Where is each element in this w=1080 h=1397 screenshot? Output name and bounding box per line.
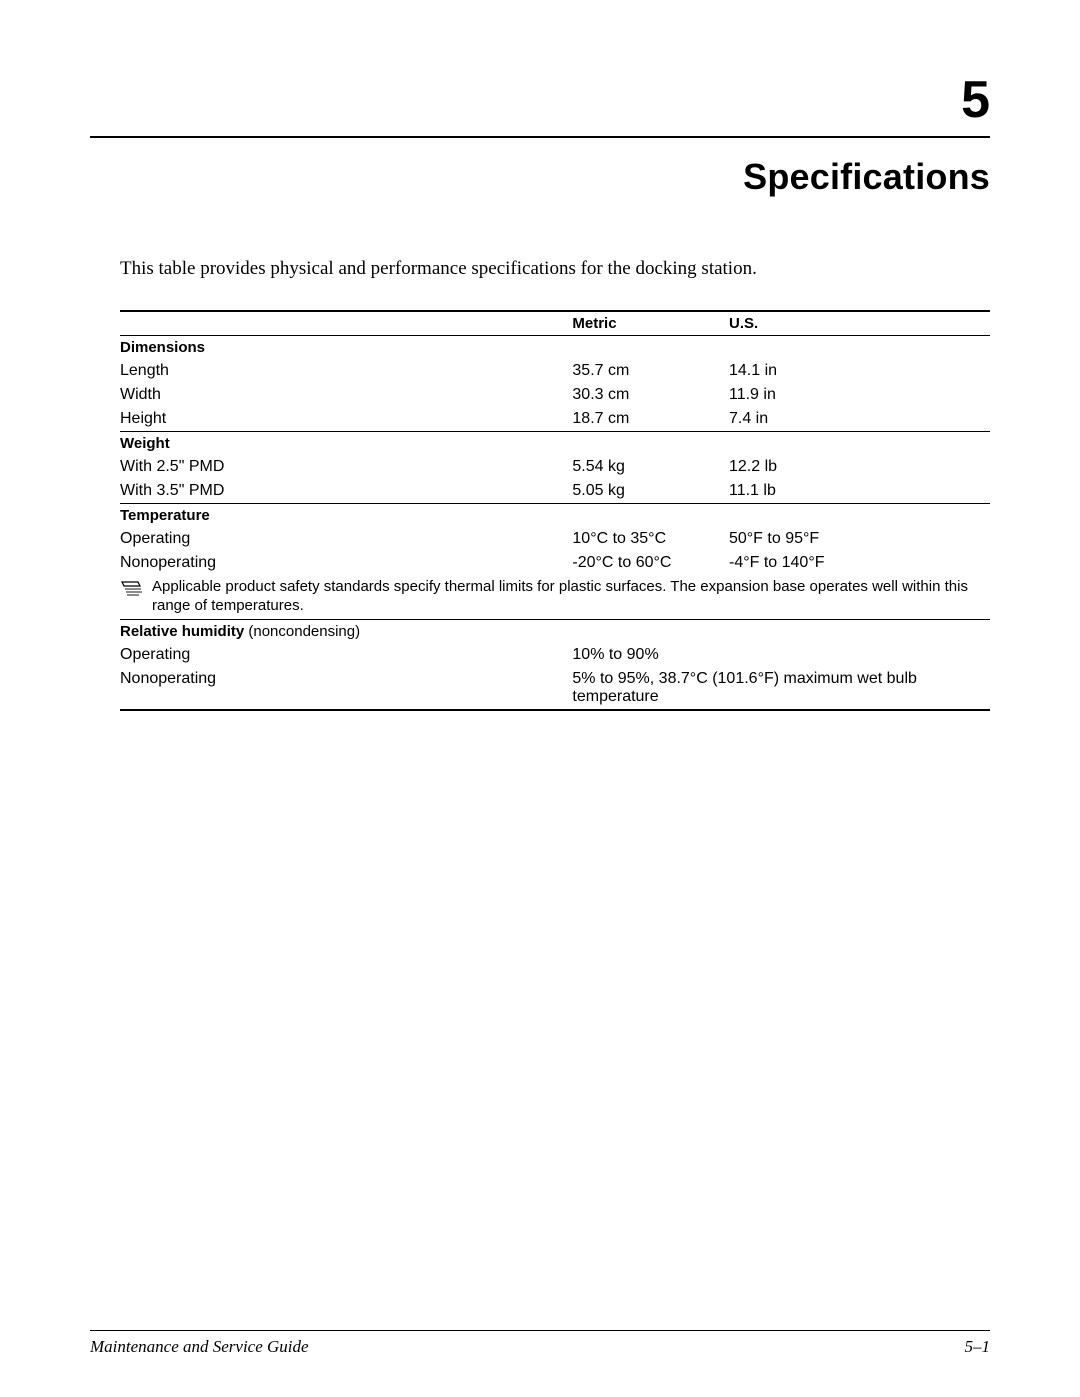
- footer-rule: [90, 1330, 990, 1331]
- width-label: Width: [120, 383, 572, 407]
- table-row: Operating 10% to 90%: [120, 643, 990, 667]
- dimensions-label: Dimensions: [120, 336, 572, 360]
- table-row: Nonoperating 5% to 95%, 38.7°C (101.6°F)…: [120, 667, 990, 710]
- page: 5 Specifications This table provides phy…: [0, 0, 1080, 1397]
- col-metric: Metric: [572, 311, 729, 336]
- width-us: 11.9 in: [729, 383, 990, 407]
- temperature-label: Temperature: [120, 504, 572, 528]
- spec-table: Metric U.S. Dimensions Length 35.7 cm 14…: [120, 310, 990, 717]
- table-row: Dimensions: [120, 336, 990, 360]
- temp-nop-metric: -20°C to 60°C: [572, 551, 729, 575]
- footer: Maintenance and Service Guide 5–1: [90, 1330, 990, 1357]
- temp-op-label: Operating: [120, 527, 572, 551]
- table-row: With 3.5" PMD 5.05 kg 11.1 lb: [120, 479, 990, 504]
- pmd25-us: 12.2 lb: [729, 455, 990, 479]
- note-text: Applicable product safety standards spec…: [152, 578, 984, 616]
- length-us: 14.1 in: [729, 359, 990, 383]
- hum-nop-label: Nonoperating: [120, 667, 572, 710]
- length-metric: 35.7 cm: [572, 359, 729, 383]
- temp-nop-us: -4°F to 140°F: [729, 551, 990, 575]
- pmd25-metric: 5.54 kg: [572, 455, 729, 479]
- temp-nop-label: Nonoperating: [120, 551, 572, 575]
- width-metric: 30.3 cm: [572, 383, 729, 407]
- chapter-title: Specifications: [90, 156, 990, 198]
- table-row: Temperature: [120, 504, 990, 528]
- hum-op-label: Operating: [120, 643, 572, 667]
- hum-nop-value: 5% to 95%, 38.7°C (101.6°F) maximum wet …: [572, 667, 990, 710]
- footer-right: 5–1: [965, 1337, 991, 1357]
- pmd35-label: With 3.5" PMD: [120, 479, 572, 504]
- pmd35-us: 11.1 lb: [729, 479, 990, 504]
- pmd35-metric: 5.05 kg: [572, 479, 729, 504]
- footer-left: Maintenance and Service Guide: [90, 1337, 309, 1357]
- weight-label: Weight: [120, 432, 572, 456]
- length-label: Length: [120, 359, 572, 383]
- table-row: Weight: [120, 432, 990, 456]
- table-row: Length 35.7 cm 14.1 in: [120, 359, 990, 383]
- table-header-row: Metric U.S.: [120, 311, 990, 336]
- table-row: Nonoperating -20°C to 60°C -4°F to 140°F: [120, 551, 990, 575]
- table-bottom-rule: [120, 710, 990, 717]
- intro-text: This table provides physical and perform…: [120, 258, 990, 280]
- height-us: 7.4 in: [729, 407, 990, 432]
- rule-top: [90, 136, 990, 138]
- temp-op-metric: 10°C to 35°C: [572, 527, 729, 551]
- temp-op-us: 50°F to 95°F: [729, 527, 990, 551]
- chapter-number: 5: [90, 70, 990, 130]
- pmd25-label: With 2.5" PMD: [120, 455, 572, 479]
- table-row: Width 30.3 cm 11.9 in: [120, 383, 990, 407]
- table-row: With 2.5" PMD 5.54 kg 12.2 lb: [120, 455, 990, 479]
- height-metric: 18.7 cm: [572, 407, 729, 432]
- height-label: Height: [120, 407, 572, 432]
- table-row: Operating 10°C to 35°C 50°F to 95°F: [120, 527, 990, 551]
- table-row: Relative humidity (noncondensing): [120, 619, 990, 643]
- col-us: U.S.: [729, 311, 990, 336]
- table-row: Applicable product safety standards spec…: [120, 575, 990, 619]
- table-row: Height 18.7 cm 7.4 in: [120, 407, 990, 432]
- note-icon: [120, 580, 142, 603]
- humidity-label-text: Relative humidity: [120, 623, 244, 640]
- hum-op-value: 10% to 90%: [572, 643, 990, 667]
- humidity-qualifier: (noncondensing): [244, 623, 360, 640]
- humidity-label: Relative humidity (noncondensing): [120, 619, 572, 643]
